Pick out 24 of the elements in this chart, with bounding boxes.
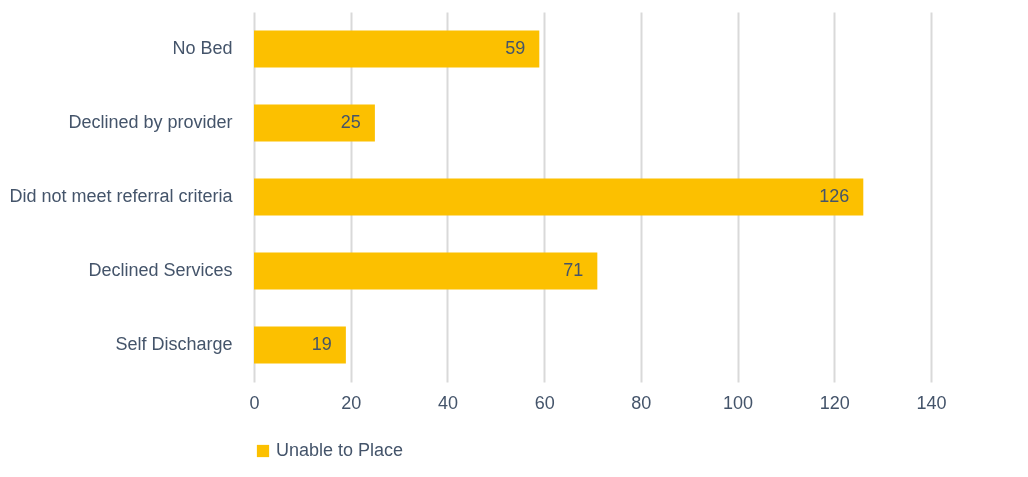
data-label: 19: [311, 334, 332, 354]
x-tick-label: 60: [534, 392, 555, 413]
legend-label: Unable to Place: [276, 440, 404, 460]
x-tick-label: 40: [437, 392, 458, 413]
bar: [254, 104, 375, 142]
y-tick-label: Declined by provider: [68, 112, 233, 132]
x-tick-label: 80: [631, 392, 652, 413]
y-tick-label: No Bed: [172, 38, 233, 58]
data-label: 71: [563, 260, 584, 280]
y-tick-label: Did not meet referral criteria: [9, 186, 234, 206]
bar: [254, 178, 864, 216]
bar: [254, 252, 598, 290]
bar: [254, 326, 346, 364]
x-tick-label: 0: [249, 392, 260, 413]
data-label: 25: [340, 112, 361, 132]
x-tick-label: 140: [916, 392, 947, 413]
y-tick-label: Declined Services: [88, 260, 233, 280]
data-label: 59: [505, 38, 526, 58]
x-tick-label: 100: [723, 392, 754, 413]
x-tick-label: 20: [341, 392, 362, 413]
bar: [254, 30, 540, 68]
y-tick-label: Self Discharge: [115, 334, 233, 354]
data-label: 126: [819, 186, 850, 206]
x-tick-label: 120: [819, 392, 850, 413]
